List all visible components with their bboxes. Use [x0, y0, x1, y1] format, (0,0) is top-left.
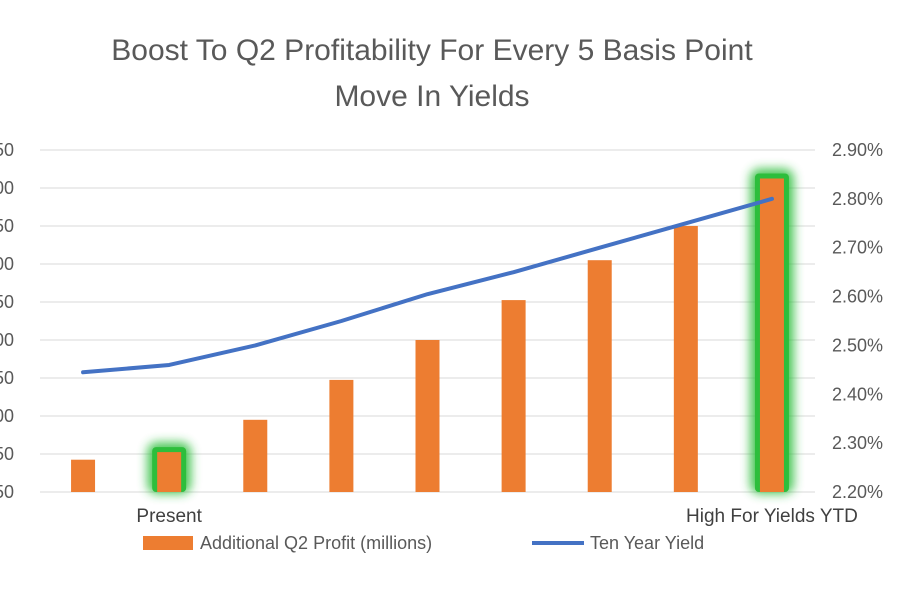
- primary-tick-label: 50: [0, 140, 14, 160]
- secondary-tick-label: 2.60%: [832, 287, 883, 307]
- primary-tick-label: 00: [0, 178, 14, 198]
- secondary-tick-label: 2.90%: [832, 140, 883, 160]
- category-axis: Present High For Yields YTD: [136, 506, 857, 527]
- primary-tick-label: 00: [0, 406, 14, 426]
- primary-tick-label: 50: [0, 216, 14, 236]
- bar: [71, 459, 96, 492]
- secondary-tick-label: 2.80%: [832, 189, 883, 209]
- legend: Additional Q2 Profit (millions) Ten Year…: [143, 533, 704, 553]
- bar: [501, 300, 526, 492]
- bar-series: [71, 178, 784, 492]
- bar: [157, 452, 182, 492]
- category-label: High For Yields YTD: [686, 506, 858, 527]
- bar: [329, 379, 354, 492]
- primary-tick-label: 00: [0, 330, 14, 350]
- bar: [415, 340, 440, 492]
- category-label: Present: [136, 506, 202, 527]
- bar: [673, 226, 698, 492]
- primary-axis: 50 00 50 00 50 00 50 00 50 50: [0, 140, 14, 502]
- line-series: [81, 196, 774, 375]
- chart-title-line-2: Move In Yields: [334, 80, 529, 113]
- chart-title-line-1: Boost To Q2 Profitability For Every 5 Ba…: [111, 34, 753, 67]
- primary-tick-label: 50: [0, 482, 14, 502]
- legend-label-yield: Ten Year Yield: [590, 533, 704, 553]
- secondary-tick-label: 2.70%: [832, 238, 883, 258]
- bar: [759, 178, 784, 492]
- secondary-tick-label: 2.20%: [832, 482, 883, 502]
- legend-swatch-profit: [143, 536, 193, 550]
- primary-tick-label: 50: [0, 368, 14, 388]
- bar: [243, 419, 268, 492]
- primary-tick-label: 00: [0, 254, 14, 274]
- legend-label-profit: Additional Q2 Profit (millions): [200, 533, 432, 553]
- secondary-tick-label: 2.50%: [832, 335, 883, 355]
- yield-line: [81, 196, 774, 375]
- secondary-axis: 2.20% 2.30% 2.40% 2.50% 2.60% 2.70% 2.80% 2.90%: [832, 140, 883, 502]
- primary-tick-label: 50: [0, 292, 14, 312]
- secondary-tick-label: 2.30%: [832, 433, 883, 453]
- secondary-tick-label: 2.40%: [832, 384, 883, 404]
- primary-tick-label: 50: [0, 444, 14, 464]
- bar: [587, 260, 612, 492]
